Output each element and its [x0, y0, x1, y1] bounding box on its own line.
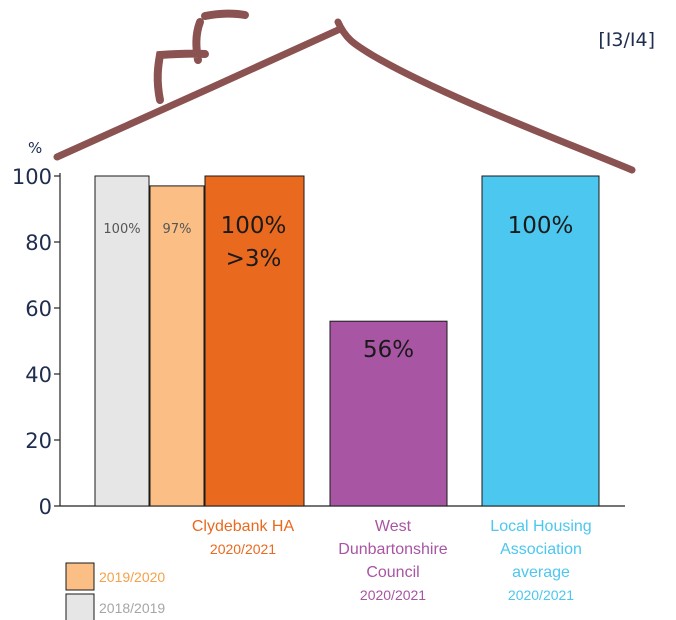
y-tick-label: 40: [25, 363, 52, 387]
category-period-label: 2020/2021: [210, 541, 276, 557]
legend: 2019/2020 2018/2019: [65, 562, 165, 620]
bar-value-label: 100%: [103, 222, 140, 237]
category-label: Council: [366, 564, 419, 581]
bar-value-label: 56%: [363, 337, 414, 363]
house-roof-decoration: [53, 9, 636, 174]
chimney-decoration: [153, 9, 249, 104]
y-tick-label: 80: [25, 231, 52, 255]
bar: [149, 185, 205, 507]
y-axis-label: %: [28, 139, 42, 157]
category-period-label: 2020/2021: [360, 587, 426, 603]
legend-label: 2018/2019: [99, 600, 165, 616]
bars: [94, 175, 600, 507]
category-label: Association: [500, 541, 582, 558]
category-label: Dunbartonshire: [338, 541, 448, 558]
category-period-label: 2020/2021: [508, 587, 574, 603]
data-labels: 100% 97% 100% >3% 56% 100%: [103, 213, 573, 363]
reference-code: [I3/I4]: [598, 29, 655, 51]
legend-label: 2019/2020: [99, 569, 165, 585]
y-tick-label: 0: [39, 495, 52, 519]
bar: [481, 175, 600, 507]
category-label: Clydebank HA: [192, 518, 295, 535]
bar-value-label: 97%: [163, 222, 192, 237]
bar: [329, 320, 448, 507]
bar-value-label: 100%: [221, 213, 287, 239]
legend-swatch: [65, 593, 95, 620]
bar: [94, 175, 150, 507]
y-tick-label: 100: [12, 165, 52, 189]
category-label: average: [512, 564, 570, 581]
category-label: Local Housing: [490, 518, 591, 535]
y-tick-label: 60: [25, 297, 52, 321]
category-label: West: [375, 518, 412, 535]
category-labels: Clydebank HA 2020/2021 West Dunbartonshire C…: [192, 518, 592, 603]
bar: [204, 175, 305, 507]
bar-value-label: 100%: [508, 213, 574, 239]
bar-sub-label: >3%: [226, 246, 282, 272]
y-tick-label: 20: [25, 429, 52, 453]
legend-swatch: [65, 562, 95, 591]
